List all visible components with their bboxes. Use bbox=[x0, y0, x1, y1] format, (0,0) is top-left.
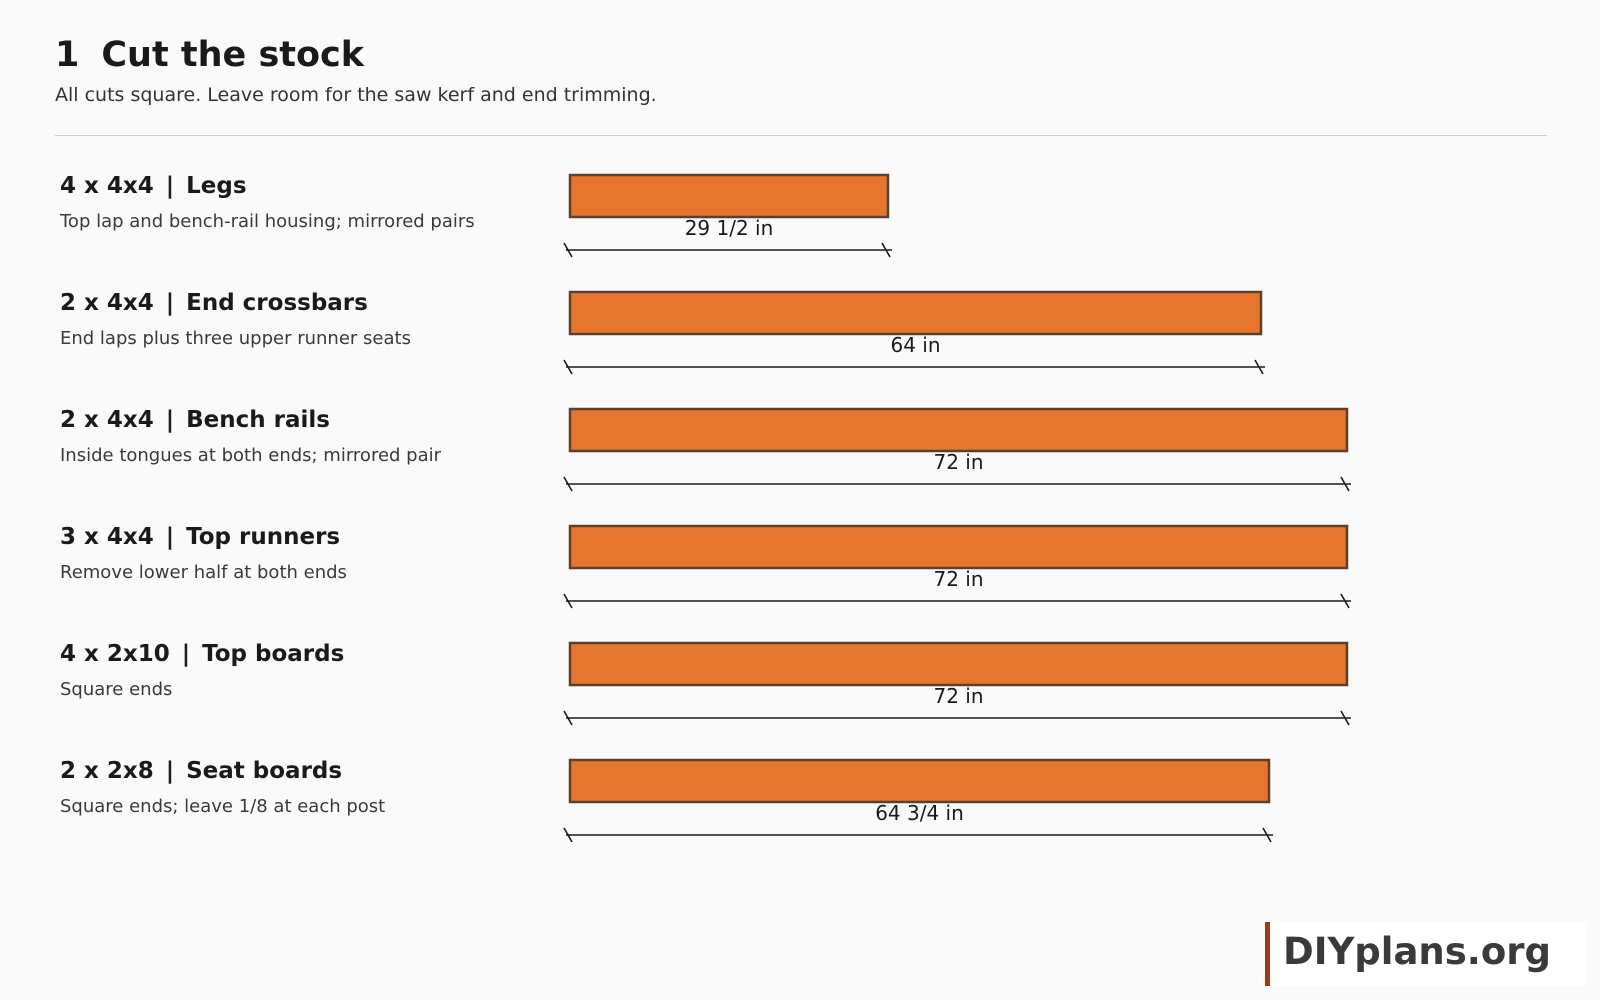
cut-label: 2 x 4x4 | End crossbars End laps plus three… bbox=[60, 290, 560, 349]
dimension-tick-start bbox=[563, 242, 573, 258]
cut-row: 2 x 4x4 | Bench rails Inside tongues at bot… bbox=[0, 407, 1600, 517]
cut-name: 2 x 4x4 | Bench rails bbox=[60, 407, 560, 435]
cut-quantity: 2 x 4x4 bbox=[60, 290, 154, 316]
cut-name: 2 x 2x8 | Seat boards bbox=[60, 758, 560, 786]
cut-note: End laps plus three upper runner seats bbox=[60, 327, 411, 349]
cut-separator: | bbox=[165, 524, 175, 550]
cut-part: Top runners bbox=[186, 524, 341, 550]
cut-row: 2 x 4x4 | End crossbars End laps plus three… bbox=[0, 290, 1600, 400]
board-bar bbox=[568, 758, 1271, 804]
dimension-label: 64 3/4 in bbox=[875, 801, 964, 825]
dimension-tick-start bbox=[563, 476, 573, 492]
cut-quantity: 4 x 2x10 bbox=[60, 641, 170, 667]
cut-label: 4 x 2x10 | Top boards Square ends bbox=[60, 641, 560, 700]
cut-note: Remove lower half at both ends bbox=[60, 561, 347, 583]
cut-name: 4 x 4x4 | Legs bbox=[60, 173, 560, 201]
cut-name: 3 x 4x4 | Top runners bbox=[60, 524, 560, 552]
cut-part: Top boards bbox=[202, 641, 345, 667]
brand-accent-bar bbox=[1265, 922, 1270, 986]
page-title: 1 Cut the stock bbox=[55, 34, 1547, 76]
dimension-tick-start bbox=[563, 827, 573, 843]
cut-row: 4 x 4x4 | Legs Top lap and bench-rail housi… bbox=[0, 173, 1600, 283]
dimension-label: 72 in bbox=[933, 450, 983, 474]
cut-label: 4 x 4x4 | Legs Top lap and bench-rail housi… bbox=[60, 173, 560, 232]
cut-diagram: 29 1/2 in bbox=[563, 173, 892, 258]
header-divider bbox=[55, 135, 1547, 136]
board-bar bbox=[568, 173, 890, 219]
dimension-label: 72 in bbox=[933, 684, 983, 708]
dimension-tick-end bbox=[881, 242, 891, 258]
cut-diagram: 64 3/4 in bbox=[563, 758, 1273, 843]
page-subtitle: All cuts square. Leave room for the saw … bbox=[55, 84, 657, 106]
cut-row: 4 x 2x10 | Top boards Square ends 72 in bbox=[0, 641, 1600, 751]
cut-quantity: 3 x 4x4 bbox=[60, 524, 154, 550]
dimension-tick-end bbox=[1262, 827, 1272, 843]
dimension-tick-start bbox=[563, 593, 573, 609]
brand-logo: DIYplans.org bbox=[1283, 930, 1551, 973]
cut-name: 4 x 2x10 | Top boards bbox=[60, 641, 560, 669]
cut-part: End crossbars bbox=[186, 290, 368, 316]
cut-diagram: 64 in bbox=[563, 290, 1265, 375]
dimension-label: 72 in bbox=[933, 567, 983, 591]
board-bar bbox=[568, 641, 1349, 687]
cut-diagram: 72 in bbox=[563, 407, 1351, 492]
dimension-tick-end bbox=[1340, 593, 1350, 609]
cut-label: 2 x 2x8 | Seat boards Square ends; leave 1/… bbox=[60, 758, 560, 817]
cut-part: Legs bbox=[186, 173, 247, 199]
cut-note: Inside tongues at both ends; mirrored pa… bbox=[60, 444, 442, 466]
page-header: 1 Cut the stock All cuts square. Leave ro… bbox=[55, 34, 1547, 106]
dimension-tick-end bbox=[1254, 359, 1264, 375]
cut-label: 2 x 4x4 | Bench rails Inside tongues at bot… bbox=[60, 407, 560, 466]
cut-separator: | bbox=[165, 173, 175, 199]
cut-separator: | bbox=[165, 290, 175, 316]
cut-label: 3 x 4x4 | Top runners Remove lower half at … bbox=[60, 524, 560, 583]
cut-name: 2 x 4x4 | End crossbars bbox=[60, 290, 560, 318]
cut-separator: | bbox=[165, 758, 175, 784]
brand-badge: DIYplans.org bbox=[1265, 922, 1587, 986]
cut-part: Bench rails bbox=[186, 407, 330, 433]
dimension-tick-start bbox=[563, 359, 573, 375]
dimension-tick-start bbox=[563, 710, 573, 726]
cut-quantity: 2 x 4x4 bbox=[60, 407, 154, 433]
cut-note: Square ends bbox=[60, 678, 173, 700]
cut-note: Square ends; leave 1/8 at each post bbox=[60, 795, 386, 817]
dimension-label: 64 in bbox=[890, 333, 940, 357]
cut-diagram: 72 in bbox=[563, 641, 1351, 726]
dimension-tick-end bbox=[1340, 476, 1350, 492]
cut-quantity: 4 x 4x4 bbox=[60, 173, 154, 199]
cut-separator: | bbox=[165, 407, 175, 433]
step-number: 1 bbox=[55, 35, 80, 75]
cut-part: Seat boards bbox=[186, 758, 343, 784]
dimension-tick-end bbox=[1340, 710, 1350, 726]
step-title: Cut the stock bbox=[101, 35, 365, 75]
cut-separator: | bbox=[181, 641, 191, 667]
board-bar bbox=[568, 524, 1349, 570]
cut-note: Top lap and bench-rail housing; mirrored… bbox=[60, 210, 475, 232]
dimension-label: 29 1/2 in bbox=[685, 216, 774, 240]
cut-diagram: 72 in bbox=[563, 524, 1351, 609]
cut-quantity: 2 x 2x8 bbox=[60, 758, 154, 784]
board-bar bbox=[568, 290, 1263, 336]
cut-row: 2 x 2x8 | Seat boards Square ends; leave 1/… bbox=[0, 758, 1600, 868]
cut-row: 3 x 4x4 | Top runners Remove lower half at … bbox=[0, 524, 1600, 634]
board-bar bbox=[568, 407, 1349, 453]
